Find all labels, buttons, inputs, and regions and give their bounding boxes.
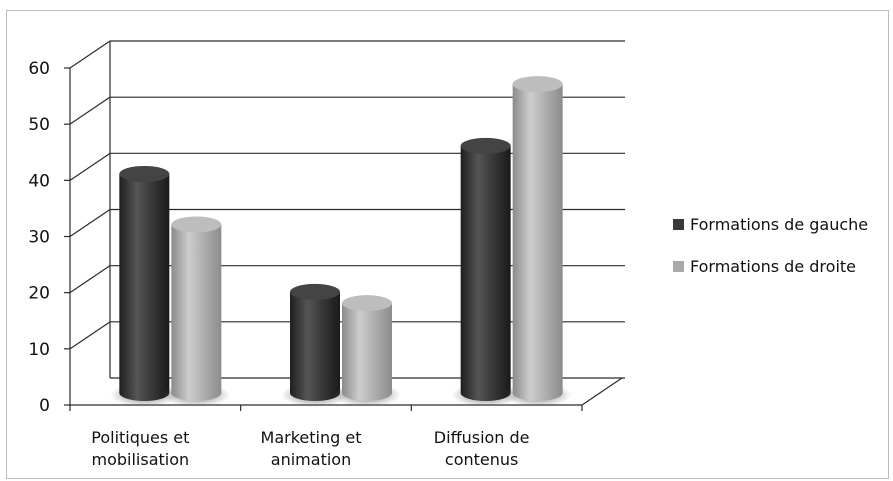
bar — [110, 165, 179, 407]
gridline-side — [69, 152, 111, 181]
category-label: contenus — [445, 450, 518, 469]
bar-top — [171, 216, 222, 233]
legend-label: Formations de gauche — [690, 215, 868, 234]
gridline-side — [69, 96, 111, 125]
category-label: mobilisation — [92, 450, 190, 469]
floor-right-edge — [581, 377, 623, 406]
category-label: Marketing et — [261, 428, 362, 447]
bar — [281, 283, 349, 407]
y-tick-label: 20 — [28, 284, 50, 304]
category-label: Politiques et — [91, 428, 189, 447]
bar — [162, 216, 231, 407]
y-tick-label: 50 — [28, 115, 50, 135]
bar-body — [171, 224, 222, 401]
y-tick-label: 0 — [39, 396, 50, 416]
gridline-side — [69, 40, 111, 69]
y-tick-label: 40 — [28, 171, 50, 191]
bar-top — [119, 165, 170, 182]
gridline-side — [69, 321, 111, 350]
category-labels: Politiques et mobilisation Marketing et ani… — [91, 428, 529, 469]
y-tick-label: 60 — [28, 59, 50, 79]
bar-body — [119, 173, 170, 401]
y-tick-label: 10 — [28, 340, 50, 360]
bar — [503, 76, 572, 407]
bar-top — [290, 283, 340, 300]
bar — [451, 137, 520, 407]
bar-body — [342, 303, 392, 401]
bar-body — [460, 145, 511, 401]
category-label: animation — [271, 450, 351, 469]
category-label: Diffusion de — [434, 428, 530, 447]
bar — [333, 295, 401, 407]
gridline-side — [69, 209, 111, 237]
legend-swatch — [673, 261, 684, 272]
bar-top — [460, 137, 511, 154]
bar-top — [512, 76, 563, 93]
bar-body — [290, 291, 340, 401]
legend: Formations de gauche Formations de droite — [673, 215, 868, 276]
bar-top — [342, 295, 392, 312]
bar-body — [512, 84, 563, 401]
legend-label: Formations de droite — [690, 257, 856, 276]
bars — [110, 76, 572, 407]
legend-swatch — [673, 219, 684, 230]
y-tick-label: 30 — [28, 228, 50, 248]
gridline-side — [69, 265, 111, 294]
